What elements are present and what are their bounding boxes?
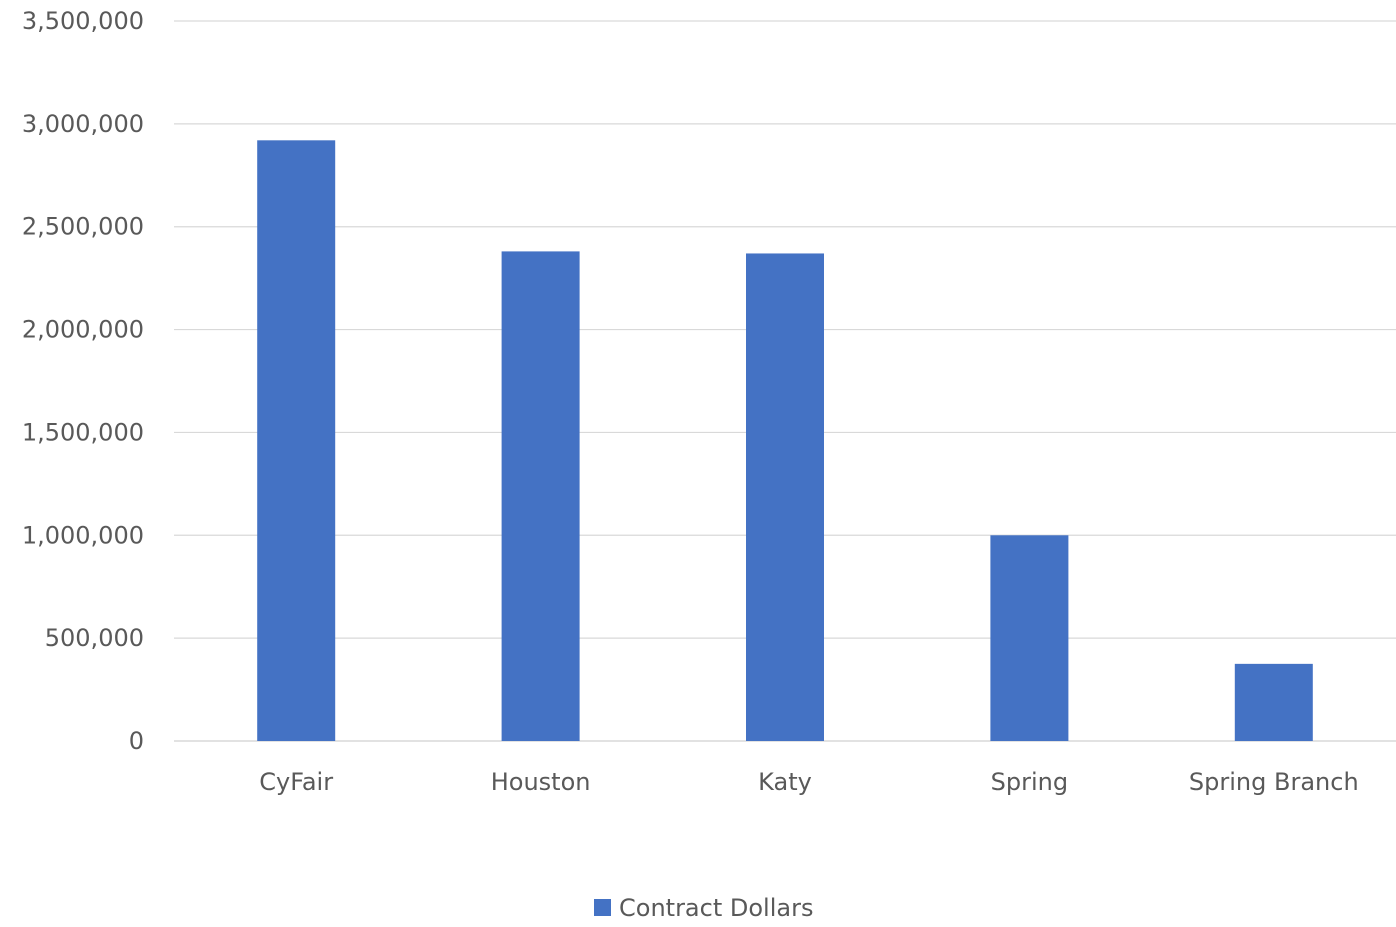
bars	[257, 140, 1313, 742]
x-tick-label: Spring Branch	[1189, 768, 1359, 796]
y-tick-label: 1,000,000	[22, 521, 144, 549]
bar-spring-branch	[1234, 663, 1313, 741]
y-tick-label: 2,000,000	[22, 316, 144, 344]
bar-houston	[501, 251, 580, 741]
x-tick-label: Katy	[758, 768, 812, 796]
y-axis-tick-labels: 0 500,000 1,000,000 1,500,000 2,000,000 2,500…	[22, 7, 144, 755]
y-tick-label: 3,500,000	[22, 7, 144, 35]
y-tick-label: 2,500,000	[22, 213, 144, 241]
bar-katy	[746, 253, 824, 741]
x-tick-label: CyFair	[259, 768, 333, 796]
y-tick-label: 1,500,000	[22, 418, 144, 446]
y-tick-label: 3,000,000	[22, 110, 144, 138]
bar-cyfair	[257, 140, 336, 742]
y-tick-label: 500,000	[45, 624, 144, 652]
y-tick-label: 0	[129, 727, 144, 755]
x-axis-tick-labels: CyFair Houston Katy Spring Spring Branch	[259, 768, 1358, 796]
legend-label: Contract Dollars	[619, 894, 813, 922]
x-tick-label: Houston	[491, 768, 591, 796]
bar-spring	[990, 535, 1069, 741]
legend: Contract Dollars	[594, 894, 813, 922]
x-tick-label: Spring	[991, 768, 1068, 796]
legend-swatch	[594, 899, 611, 916]
